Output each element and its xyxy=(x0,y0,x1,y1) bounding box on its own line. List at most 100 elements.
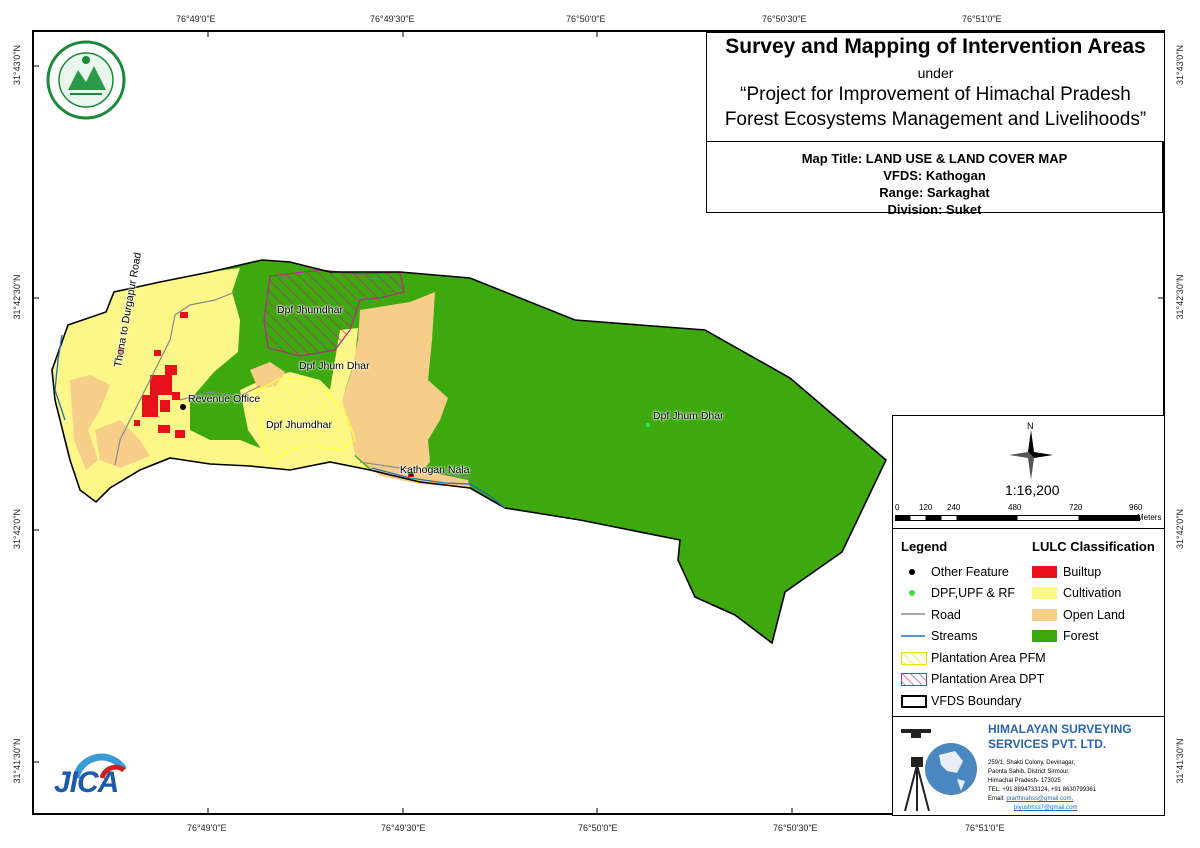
title-panel: Survey and Mapping of Intervention Areas… xyxy=(706,32,1165,142)
dpf-jhumdhar-top-label: Dpf Jhumdhar xyxy=(277,304,343,316)
coord-top-3: 76°50'0"E xyxy=(566,14,606,24)
coord-right-4: 31°41'30"N xyxy=(1175,738,1185,784)
jica-arc-icon xyxy=(72,753,126,779)
open-land-swatch xyxy=(1032,609,1057,621)
stream-line-icon xyxy=(901,635,925,637)
legend-other-feature: Other Feature xyxy=(931,565,1009,579)
dpt-hatch-icon xyxy=(901,673,927,686)
legend-forest: Forest xyxy=(1063,629,1099,643)
boundary-icon xyxy=(901,695,927,708)
jica-text: JICA xyxy=(54,766,119,799)
stream-kathogan xyxy=(371,467,506,509)
kathogan-nala-label: Kathogan Nala xyxy=(400,464,470,476)
range-name: Range: Sarkaghat xyxy=(879,185,990,200)
builtup-patches xyxy=(118,312,414,477)
company-email-row: Email: prarthnahss@gmail.com, xyxy=(988,795,1096,804)
legend-cultivation: Cultivation xyxy=(1063,586,1122,600)
open-land-sw xyxy=(95,420,150,468)
scale-tick-1: 120 xyxy=(919,503,933,512)
open-land-west xyxy=(70,375,110,470)
legend-pfm: Plantation Area PFM xyxy=(931,651,1046,665)
scale-tick-3: 480 xyxy=(1008,503,1022,512)
coord-bottom-5: 76°51'0"E xyxy=(965,823,1005,833)
coord-bottom-2: 76°49'30"E xyxy=(381,823,426,833)
lulc-heading: LULC Classification xyxy=(1032,539,1155,554)
forest-swatch xyxy=(1032,630,1057,642)
scale-unit: Meters xyxy=(1137,513,1162,522)
company-tel: TEL: +91 8894733124, +91 8630799361 xyxy=(988,787,1097,793)
revenue-office-point xyxy=(180,404,186,410)
address-line-2: Paonta Sahib, District Sirmour, xyxy=(988,769,1070,775)
vfds-name: VFDS: Kathogan xyxy=(883,168,986,183)
legend-boundary: VFDS Boundary xyxy=(931,694,1022,708)
scale-panel: N 1:16,200 0 120 240 480 720 960 Meters xyxy=(892,415,1165,529)
kathogan-point xyxy=(409,472,413,476)
scale-tick-2: 240 xyxy=(947,503,961,512)
title-under: under xyxy=(917,65,954,81)
coord-right-1: 31°43'0"N xyxy=(1175,44,1185,86)
email-label: Email: xyxy=(988,796,1005,802)
forest-area xyxy=(52,260,886,643)
company-address: 259/1, Shakti Colony, Devinagar, Paonta … xyxy=(988,759,1096,813)
builtup-swatch xyxy=(1032,566,1057,578)
scale-bar xyxy=(895,515,1140,521)
other-feature-icon xyxy=(909,569,915,575)
coord-top-4: 76°50'30"E xyxy=(762,14,807,24)
coord-bottom-1: 76°49'0"E xyxy=(187,823,227,833)
coord-bottom-3: 76°50'0"E xyxy=(578,823,618,833)
address-line-1: 259/1, Shakti Colony, Devinagar, xyxy=(988,760,1075,766)
coord-top-1: 76°49'0"E xyxy=(176,14,216,24)
legend-builtup: Builtup xyxy=(1063,565,1102,579)
project-line-2: Forest Ecosystems Management and Livelih… xyxy=(724,109,1147,130)
jica-logo: JICA xyxy=(50,748,130,806)
open-land-central xyxy=(342,292,448,476)
email-1[interactable]: prarthnahss@gmail.com, xyxy=(1006,796,1074,802)
dpf-jhumdhar-low-label: Dpf Jhumdhar xyxy=(266,419,332,431)
division-name: Division: Suket xyxy=(887,202,982,217)
scale-tick-0: 0 xyxy=(895,503,900,512)
scale-tick-4: 720 xyxy=(1069,503,1083,512)
email-2[interactable]: piyushhss7@gmail.com xyxy=(1014,805,1078,811)
legend-road: Road xyxy=(931,608,961,622)
company-name-2: SERVICES PVT. LTD. xyxy=(988,737,1107,751)
plantation-pfm xyxy=(254,377,356,463)
legend-open-land: Open Land xyxy=(1063,608,1125,622)
coord-top-2: 76°49'30"E xyxy=(370,14,415,24)
road-south xyxy=(359,461,471,479)
legend-heading: Legend xyxy=(901,539,948,554)
road-branch xyxy=(179,385,261,401)
pfm-hatch-icon xyxy=(901,652,927,665)
vfds-boundary xyxy=(51,259,887,645)
project-line-1: “Project for Improvement of Himachal Pra… xyxy=(740,84,1131,105)
coord-right-3: 31°42'0"N xyxy=(1175,508,1185,550)
dpf-point-icon xyxy=(909,590,915,596)
main-title: Survey and Mapping of Intervention Areas xyxy=(725,35,1146,58)
road-main xyxy=(114,291,236,466)
dpf-point-east xyxy=(644,421,652,429)
dpf-jhum-dhar-mid-label: Dpf Jhum Dhar xyxy=(299,360,370,372)
stream-west xyxy=(54,334,66,421)
scale-ratio: 1:16,200 xyxy=(1005,482,1060,498)
legend-dpf: DPF,UPF & RF xyxy=(931,586,1016,600)
address-line-3: Himachal Pradesh- 173025 xyxy=(988,778,1061,784)
cultivation-swatch xyxy=(1032,587,1057,599)
coord-left-4: 31°41'30"N xyxy=(12,738,22,784)
road-line-icon xyxy=(901,613,925,615)
company-name-1: HIMALAYAN SURVEYING xyxy=(988,722,1132,736)
coord-left-2: 31°42'30"N xyxy=(12,274,22,320)
legend-panel: Legend LULC Classification Other Feature… xyxy=(892,528,1165,718)
company-panel: HIMALAYAN SURVEYING SERVICES PVT. LTD. 2… xyxy=(892,716,1165,816)
forest-dept-logo xyxy=(46,40,126,120)
legend-streams: Streams xyxy=(931,629,978,643)
dpf-jhum-dhar-east-label: Dpf Jhum Dhar xyxy=(653,410,724,422)
coord-right-2: 31°42'30"N xyxy=(1175,274,1185,320)
map-info-panel: Map Title: LAND USE & LAND COVER MAP VFD… xyxy=(706,141,1163,217)
map-title: Map Title: LAND USE & LAND COVER MAP xyxy=(801,151,1068,166)
coord-top-5: 76°51'0"E xyxy=(962,14,1002,24)
plantation-dpt xyxy=(263,269,405,357)
revenue-office-label: Revenue Office xyxy=(188,393,261,405)
surveyor-globe-icon xyxy=(901,729,977,811)
coord-left-3: 31°42'0"N xyxy=(12,508,22,550)
coord-left-1: 31°43'0"N xyxy=(12,44,22,86)
